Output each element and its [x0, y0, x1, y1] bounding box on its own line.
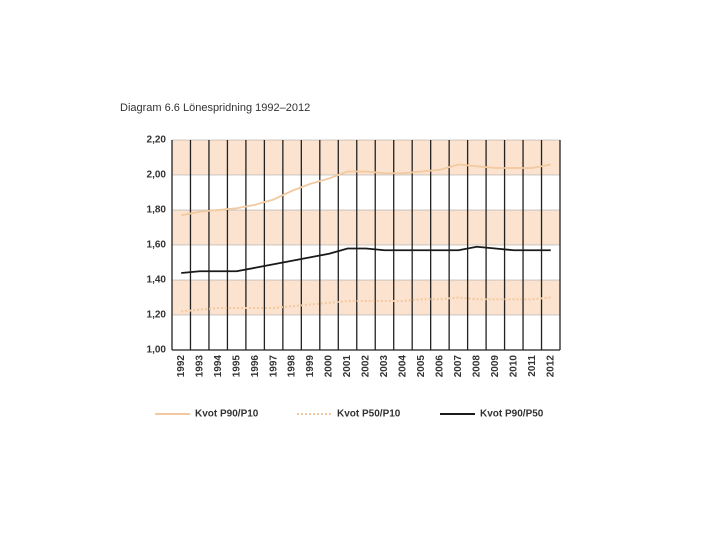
- x-tick-label: 2001: [342, 355, 353, 378]
- y-tick-label: 2,00: [147, 170, 167, 181]
- x-tick-label: 1996: [250, 355, 261, 378]
- y-tick-label: 1,40: [147, 275, 167, 286]
- y-tick-label: 1,00: [147, 345, 167, 356]
- x-tick-label: 2000: [324, 355, 335, 378]
- x-tick-label: 2009: [490, 355, 501, 378]
- y-tick-label: 1,60: [147, 240, 167, 251]
- x-tick-label: 1994: [213, 355, 224, 378]
- band: [172, 140, 560, 175]
- x-tick-label: 1993: [194, 355, 205, 378]
- band: [172, 210, 560, 245]
- y-tick-label: 1,20: [147, 310, 167, 321]
- chart-title: Diagram 6.6 Lönespridning 1992–2012: [120, 102, 310, 114]
- x-tick-label: 2006: [435, 355, 446, 378]
- x-tick-label: 2005: [416, 355, 427, 378]
- x-tick-label: 2007: [453, 355, 464, 378]
- legend-label: Kvot P90/P10: [195, 409, 259, 420]
- series-line: [181, 163, 551, 217]
- legend-label: Kvot P90/P50: [480, 409, 544, 420]
- y-tick-label: 2,20: [147, 135, 167, 146]
- x-tick-label: 2008: [471, 355, 482, 378]
- x-tick-label: 1995: [231, 355, 242, 378]
- band: [172, 280, 560, 315]
- legend-label: Kvot P50/P10: [337, 409, 401, 420]
- x-tick-label: 1999: [305, 355, 316, 378]
- x-tick-label: 2012: [545, 355, 556, 378]
- x-tick-label: 2011: [527, 355, 538, 377]
- x-tick-label: 1998: [287, 355, 298, 378]
- y-tick-label: 1,80: [147, 205, 167, 216]
- series-line: [181, 296, 551, 313]
- x-tick-label: 1992: [176, 355, 187, 378]
- x-tick-label: 2002: [361, 355, 372, 378]
- x-tick-label: 2003: [379, 355, 390, 378]
- x-tick-label: 2004: [398, 355, 409, 378]
- x-tick-label: 2010: [508, 355, 519, 378]
- series-line: [181, 245, 551, 274]
- x-tick-label: 1997: [268, 355, 279, 378]
